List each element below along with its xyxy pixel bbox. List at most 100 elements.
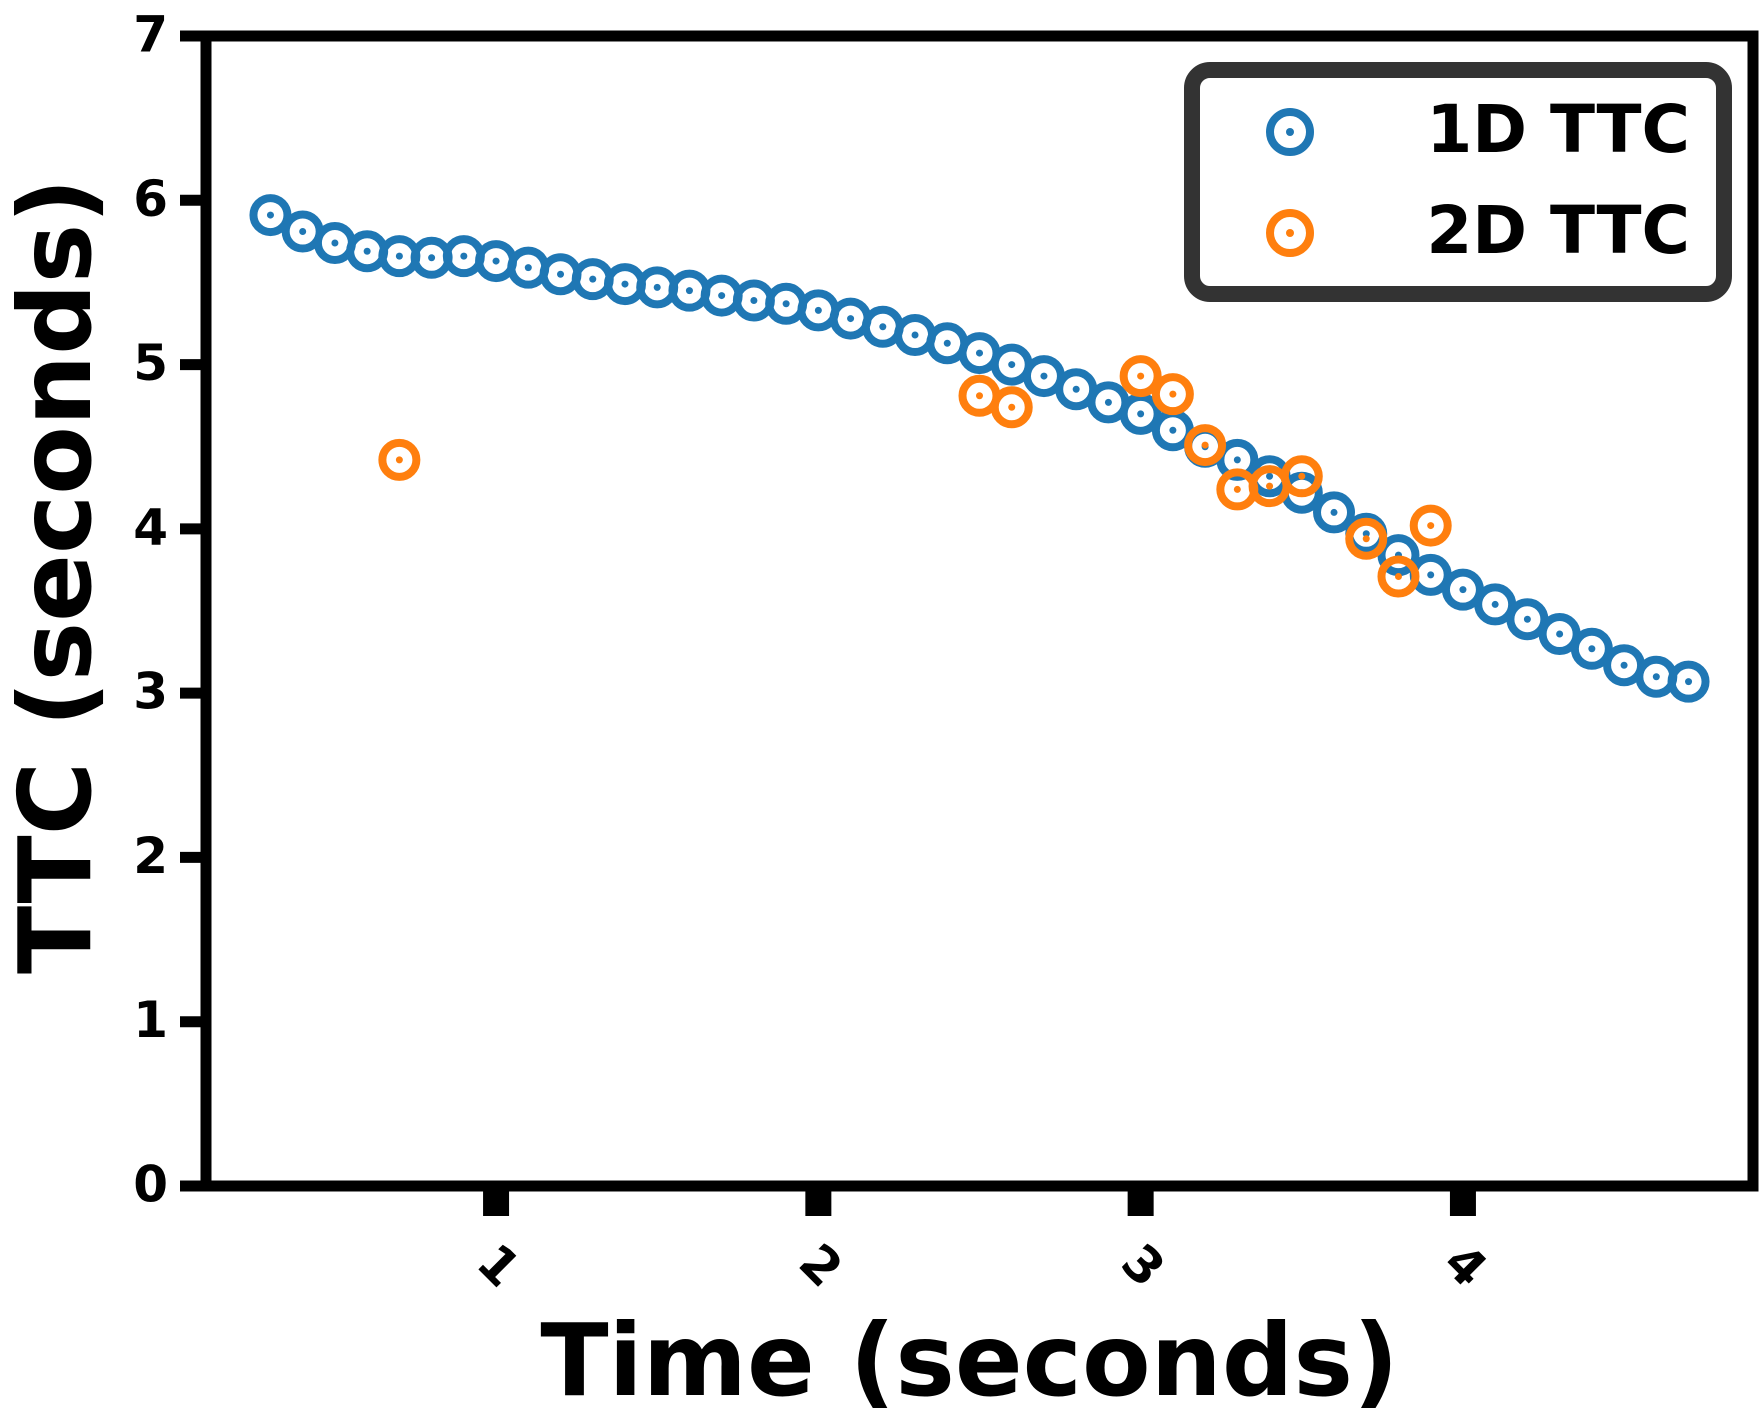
- legend-marker-dot: [1286, 128, 1294, 136]
- marker-ring: [1667, 660, 1710, 703]
- data-point-2d-ttc: [990, 386, 1033, 429]
- marker-ring: [1441, 568, 1484, 611]
- x-tick-label: 4: [1433, 1233, 1499, 1299]
- data-point-1d-ttc: [1441, 568, 1484, 611]
- marker-dot: [1362, 535, 1370, 543]
- data-point-2d-ttc: [1151, 373, 1194, 416]
- marker-dot: [1008, 403, 1016, 411]
- data-point-2d-ttc: [1409, 504, 1452, 547]
- marker-ring: [1538, 613, 1581, 655]
- marker-ring: [1377, 534, 1420, 577]
- x-tick-label: 2: [788, 1233, 854, 1299]
- marker-dot: [847, 315, 855, 323]
- marker-dot: [331, 239, 339, 247]
- legend-box: [1184, 62, 1732, 302]
- data-point-1d-ttc: [1313, 491, 1356, 534]
- marker-dot: [1040, 372, 1048, 380]
- legend-item-2d-ttc: 2D TTC: [1266, 192, 1690, 269]
- marker-ring: [1216, 438, 1259, 481]
- x-tick-label: 3: [1110, 1233, 1176, 1299]
- marker-dot: [524, 264, 532, 272]
- legend-marker-ring: [1266, 209, 1314, 257]
- marker-dot: [1104, 398, 1112, 406]
- marker-ring: [1345, 517, 1388, 560]
- marker-ring: [1377, 555, 1420, 598]
- marker-dot: [1169, 390, 1177, 398]
- marker-dot: [1137, 410, 1145, 418]
- marker-dot: [1459, 586, 1467, 594]
- marker-ring: [990, 386, 1033, 429]
- marker-dot: [1072, 385, 1080, 393]
- data-point-2d-ttc: [1345, 517, 1388, 560]
- legend-items: 1D TTC 2D TTC: [1266, 91, 1690, 269]
- marker-ring: [1506, 598, 1549, 641]
- data-point-2d-ttc: [1377, 555, 1420, 598]
- marker-dot: [1556, 630, 1564, 638]
- marker-dot: [1169, 426, 1177, 434]
- marker-dot: [718, 292, 726, 300]
- marker-dot: [1137, 372, 1145, 380]
- marker-dot: [395, 456, 403, 464]
- marker-dot: [814, 306, 822, 314]
- marker-dot: [1201, 441, 1209, 449]
- marker-dot: [557, 270, 565, 278]
- marker-dot: [460, 252, 468, 260]
- y-tick-label: 6: [133, 170, 168, 228]
- marker-dot: [363, 247, 371, 255]
- legend-label: 2D TTC: [1426, 192, 1690, 269]
- marker-dot: [1491, 600, 1499, 608]
- data-point-1d-ttc: [1667, 660, 1710, 703]
- legend-marker-ring: [1266, 108, 1314, 156]
- marker-dot: [1008, 361, 1016, 369]
- data-point-1d-ttc: [507, 246, 550, 289]
- data-layer: [249, 194, 1710, 703]
- marker-dot: [1685, 678, 1693, 686]
- data-point-1d-ttc: [249, 194, 292, 237]
- marker-dot: [1427, 571, 1435, 579]
- marker-dot: [1330, 508, 1338, 516]
- legend-label: 1D TTC: [1426, 91, 1690, 168]
- y-axis-title: TTC (seconds): [0, 178, 114, 974]
- marker-dot: [943, 339, 951, 347]
- marker-dot: [428, 254, 436, 262]
- marker-dot: [299, 228, 307, 235]
- marker-ring: [1570, 627, 1613, 670]
- y-tick-label: 5: [133, 334, 168, 392]
- marker-dot: [1266, 482, 1274, 490]
- marker-dot: [266, 211, 274, 219]
- series-2d-ttc: [378, 355, 1452, 598]
- marker-dot: [1652, 673, 1660, 681]
- marker-ring: [1119, 355, 1162, 398]
- marker-dot: [1523, 615, 1531, 623]
- marker-dot: [1233, 456, 1241, 464]
- marker-dot: [1266, 472, 1274, 480]
- marker-dot: [395, 252, 403, 260]
- marker-ring: [249, 194, 292, 237]
- marker-dot: [1233, 485, 1241, 493]
- legend-item-1d-ttc: 1D TTC: [1266, 91, 1690, 168]
- marker-dot: [1588, 645, 1596, 653]
- y-tick-label: 3: [133, 663, 168, 721]
- data-point-2d-ttc: [378, 438, 421, 481]
- marker-dot: [782, 300, 790, 308]
- marker-dot: [1620, 661, 1628, 669]
- y-tick-label: 4: [133, 498, 168, 556]
- data-point-1d-ttc: [1538, 613, 1581, 655]
- marker-dot: [653, 283, 661, 291]
- marker-ring: [1280, 455, 1323, 498]
- marker-ring: [378, 438, 421, 481]
- series-1d-ttc: [249, 194, 1710, 703]
- marker-dot: [976, 392, 983, 400]
- data-point-2d-ttc: [1119, 355, 1162, 398]
- data-point-2d-ttc: [1184, 424, 1227, 467]
- marker-dot: [621, 280, 629, 288]
- marker-dot: [1298, 472, 1306, 480]
- x-tick-label: 1: [466, 1233, 532, 1299]
- x-axis-title: Time (seconds): [540, 1302, 1398, 1419]
- marker-ring: [1151, 373, 1194, 416]
- y-tick-label: 0: [133, 1156, 168, 1214]
- data-point-1d-ttc: [1474, 583, 1517, 626]
- legend: 1D TTC 2D TTC: [1184, 62, 1732, 302]
- marker-dot: [750, 297, 758, 304]
